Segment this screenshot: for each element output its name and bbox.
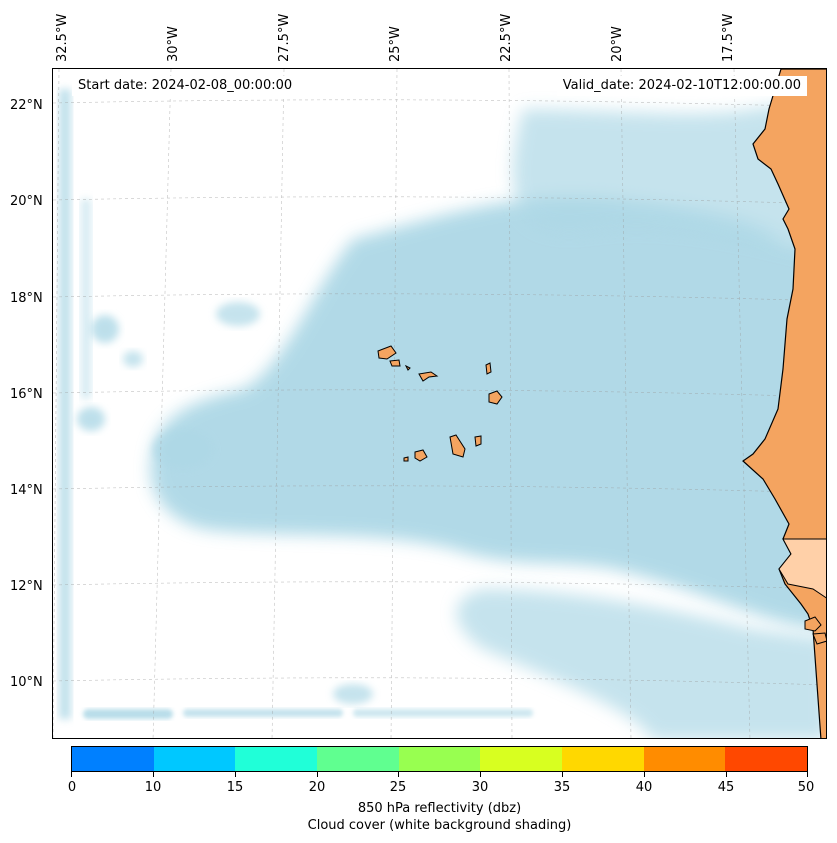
lon-label-20w: 20°W — [610, 26, 625, 62]
island-santiago — [449, 434, 466, 458]
island-sao-nicolau — [418, 371, 439, 382]
cb-tick-50 — [807, 772, 808, 777]
lat-label-20n: 20°N — [10, 194, 43, 209]
island-boa-vista — [488, 390, 503, 405]
cb-tick-10 — [153, 772, 154, 777]
bijagos-islands — [804, 616, 826, 645]
island-sao-vicente — [389, 359, 401, 367]
lat-label-18n: 18°N — [10, 291, 43, 306]
lon-label-22.5w: 22.5°W — [499, 13, 514, 62]
cb-tick-15 — [235, 772, 236, 777]
valid-date-label: Valid_date: 2024-02-10T12:00:00.00 — [556, 76, 807, 96]
lon-label-25w: 25°W — [388, 26, 403, 62]
start-date-label: Start date: 2024-02-08_00:00:00 — [72, 76, 299, 96]
cb-tick-label-25: 25 — [389, 780, 407, 795]
reflectivity-colorbar — [71, 746, 808, 772]
gridlines — [53, 69, 826, 738]
cb-tick-label-40: 40 — [635, 780, 653, 795]
cb-tick-label-45: 45 — [717, 780, 735, 795]
colorbar-segment-1 — [153, 747, 236, 771]
cb-tick-25 — [398, 772, 399, 777]
colorbar-segment-2 — [235, 747, 318, 771]
cb-tick-label-0: 0 — [67, 780, 77, 795]
lon-label-30w: 30°W — [166, 26, 181, 62]
cb-tick-35 — [562, 772, 563, 777]
lat-label-16n: 16°N — [10, 387, 43, 402]
cloud-cover-layer — [59, 89, 826, 738]
island-fogo — [414, 449, 428, 462]
colorbar-segment-5 — [480, 747, 563, 771]
colorbar-segment-7 — [643, 747, 726, 771]
island-brava — [403, 456, 409, 462]
cb-tick-label-10: 10 — [144, 780, 162, 795]
cb-tick-label-30: 30 — [471, 780, 489, 795]
cb-tick-label-35: 35 — [553, 780, 571, 795]
lon-label-27.5w: 27.5°W — [277, 13, 292, 62]
island-santo-antao — [377, 345, 397, 360]
cb-tick-label-50: 50 — [797, 780, 815, 795]
cb-tick-20 — [317, 772, 318, 777]
cb-tick-30 — [480, 772, 481, 777]
cb-tick-40 — [644, 772, 645, 777]
colorbar-sublabel: Cloud cover (white background shading) — [307, 818, 572, 833]
lon-label-17.5w: 17.5°W — [721, 13, 736, 62]
africa-coast-light — [778, 538, 826, 599]
lat-label-12n: 12°N — [10, 579, 43, 594]
cape-verde-islands — [377, 345, 503, 462]
lon-label-32.5w: 32.5°W — [55, 13, 70, 62]
cb-tick-label-15: 15 — [226, 780, 244, 795]
colorbar-segment-6 — [562, 747, 644, 771]
map-panel[interactable] — [52, 68, 827, 739]
colorbar-label: 850 hPa reflectivity (dbz) — [357, 801, 522, 816]
colorbar-segment-8 — [725, 747, 808, 771]
lat-label-14n: 14°N — [10, 483, 43, 498]
colorbar-segment-4 — [398, 747, 481, 771]
lat-label-10n: 10°N — [10, 675, 43, 690]
cb-tick-0 — [71, 772, 72, 777]
lat-label-22n: 22°N — [10, 98, 43, 113]
cb-tick-label-20: 20 — [308, 780, 326, 795]
map-canvas — [53, 69, 826, 738]
island-sal — [485, 362, 492, 375]
cb-tick-45 — [726, 772, 727, 777]
colorbar-segment-3 — [317, 747, 399, 771]
colorbar-segment-0 — [72, 747, 154, 771]
island-maio — [474, 435, 482, 447]
island-santa-luzia — [404, 364, 411, 371]
